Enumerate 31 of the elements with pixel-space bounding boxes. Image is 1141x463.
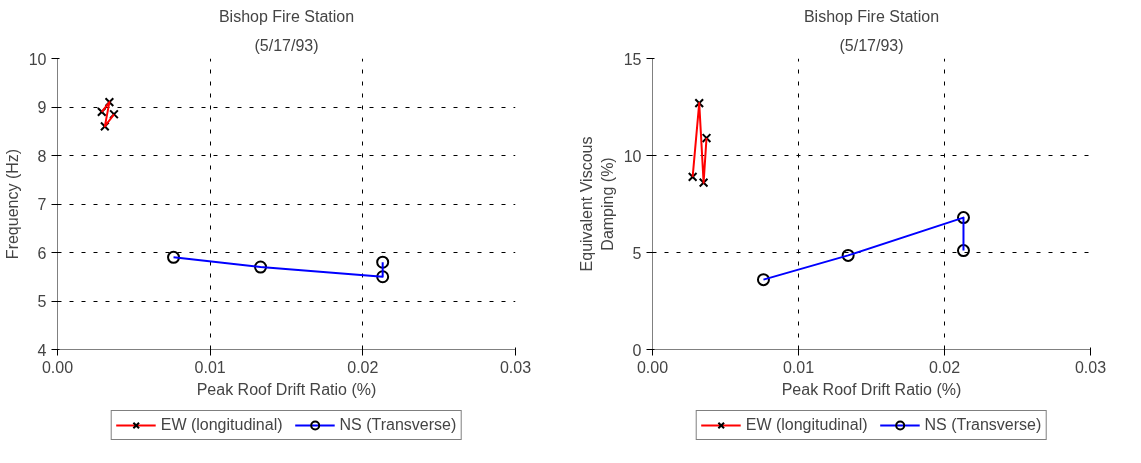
- y-axis-title: Equivalent Viscous Damping (%): [578, 136, 616, 272]
- chart-subtitle: (5/17/93): [254, 36, 319, 54]
- x-tick-label: 0.00: [636, 358, 669, 376]
- y-tick-label: 0: [632, 341, 642, 359]
- y-tick-label: 4: [37, 341, 47, 359]
- legend-label: EW (longitudinal): [745, 416, 868, 434]
- y-tick-label: 8: [37, 147, 47, 165]
- y-tick-label: 7: [37, 196, 47, 213]
- x-tick-label: 0.00: [41, 358, 74, 376]
- x-axis-title: Peak Roof Drift Ratio (%): [781, 380, 962, 398]
- legend-label: NS (Transverse): [339, 416, 457, 434]
- y-tick-label: 5: [37, 293, 47, 310]
- y-tick-label: 5: [632, 244, 642, 262]
- chart-title: Bishop Fire Station: [218, 7, 355, 25]
- y-tick-label: 9: [37, 99, 47, 116]
- y-axis-title: Frequency (Hz): [3, 148, 21, 260]
- x-tick-label: 0.02: [928, 358, 961, 376]
- y-tick-label: 10: [623, 147, 642, 165]
- chart-subtitle: (5/17/93): [839, 36, 904, 54]
- legend-label: EW (longitudinal): [160, 416, 283, 434]
- x-tick-label: 0.01: [194, 358, 226, 376]
- x-tick-label: 0.02: [347, 358, 379, 376]
- x-axis-title: Peak Roof Drift Ratio (%): [196, 380, 377, 398]
- chart-title: Bishop Fire Station: [803, 7, 940, 25]
- x-tick-label: 0.03: [499, 358, 532, 376]
- y-tick-label: 10: [28, 50, 47, 68]
- y-tick-label: 15: [623, 50, 642, 68]
- legend-label: NS (Transverse): [924, 416, 1042, 434]
- x-tick-label: 0.01: [782, 358, 815, 376]
- x-tick-label: 0.03: [1074, 358, 1107, 376]
- y-tick-label: 6: [37, 244, 47, 262]
